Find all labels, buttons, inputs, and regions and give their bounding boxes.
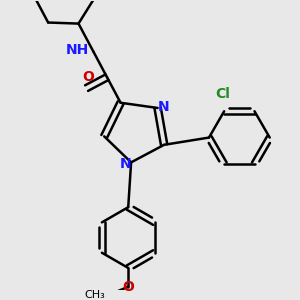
Text: NH: NH <box>66 43 89 57</box>
Text: CH₃: CH₃ <box>84 290 105 300</box>
Text: N: N <box>158 100 169 113</box>
Text: Cl: Cl <box>215 87 230 101</box>
Text: O: O <box>122 280 134 294</box>
Text: O: O <box>82 70 94 84</box>
Text: N: N <box>119 157 131 171</box>
